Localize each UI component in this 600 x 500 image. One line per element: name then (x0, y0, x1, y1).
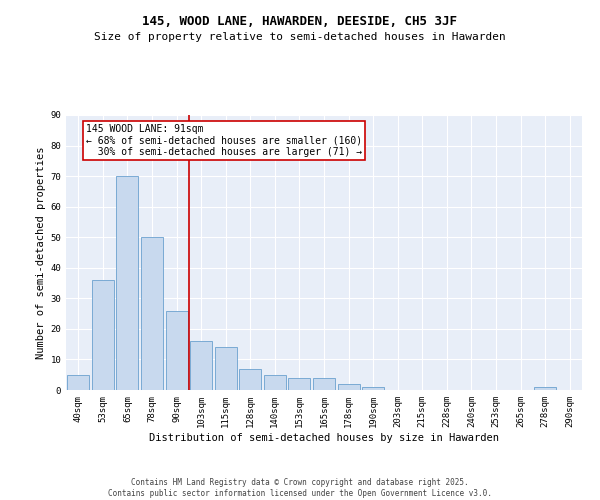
Bar (141, 237, 163, 390)
Y-axis label: Number of semi-detached properties: Number of semi-detached properties (36, 146, 46, 359)
Bar (67, 374, 89, 390)
Bar (190, 341, 212, 390)
Bar (289, 378, 310, 390)
Text: 145 WOOD LANE: 91sqm
← 68% of semi-detached houses are smaller (160)
  30% of se: 145 WOOD LANE: 91sqm ← 68% of semi-detac… (86, 124, 362, 158)
Bar (116, 176, 139, 390)
Bar (215, 347, 237, 390)
Bar (362, 387, 384, 390)
Bar (166, 310, 188, 390)
Bar (338, 384, 359, 390)
Text: Contains HM Land Registry data © Crown copyright and database right 2025.
Contai: Contains HM Land Registry data © Crown c… (108, 478, 492, 498)
Text: Size of property relative to semi-detached houses in Hawarden: Size of property relative to semi-detach… (94, 32, 506, 42)
Bar (264, 374, 286, 390)
Bar (239, 368, 262, 390)
Text: 145, WOOD LANE, HAWARDEN, DEESIDE, CH5 3JF: 145, WOOD LANE, HAWARDEN, DEESIDE, CH5 3… (143, 15, 458, 28)
Bar (313, 378, 335, 390)
Bar (92, 280, 114, 390)
X-axis label: Distribution of semi-detached houses by size in Hawarden: Distribution of semi-detached houses by … (149, 432, 499, 442)
Bar (534, 387, 556, 390)
